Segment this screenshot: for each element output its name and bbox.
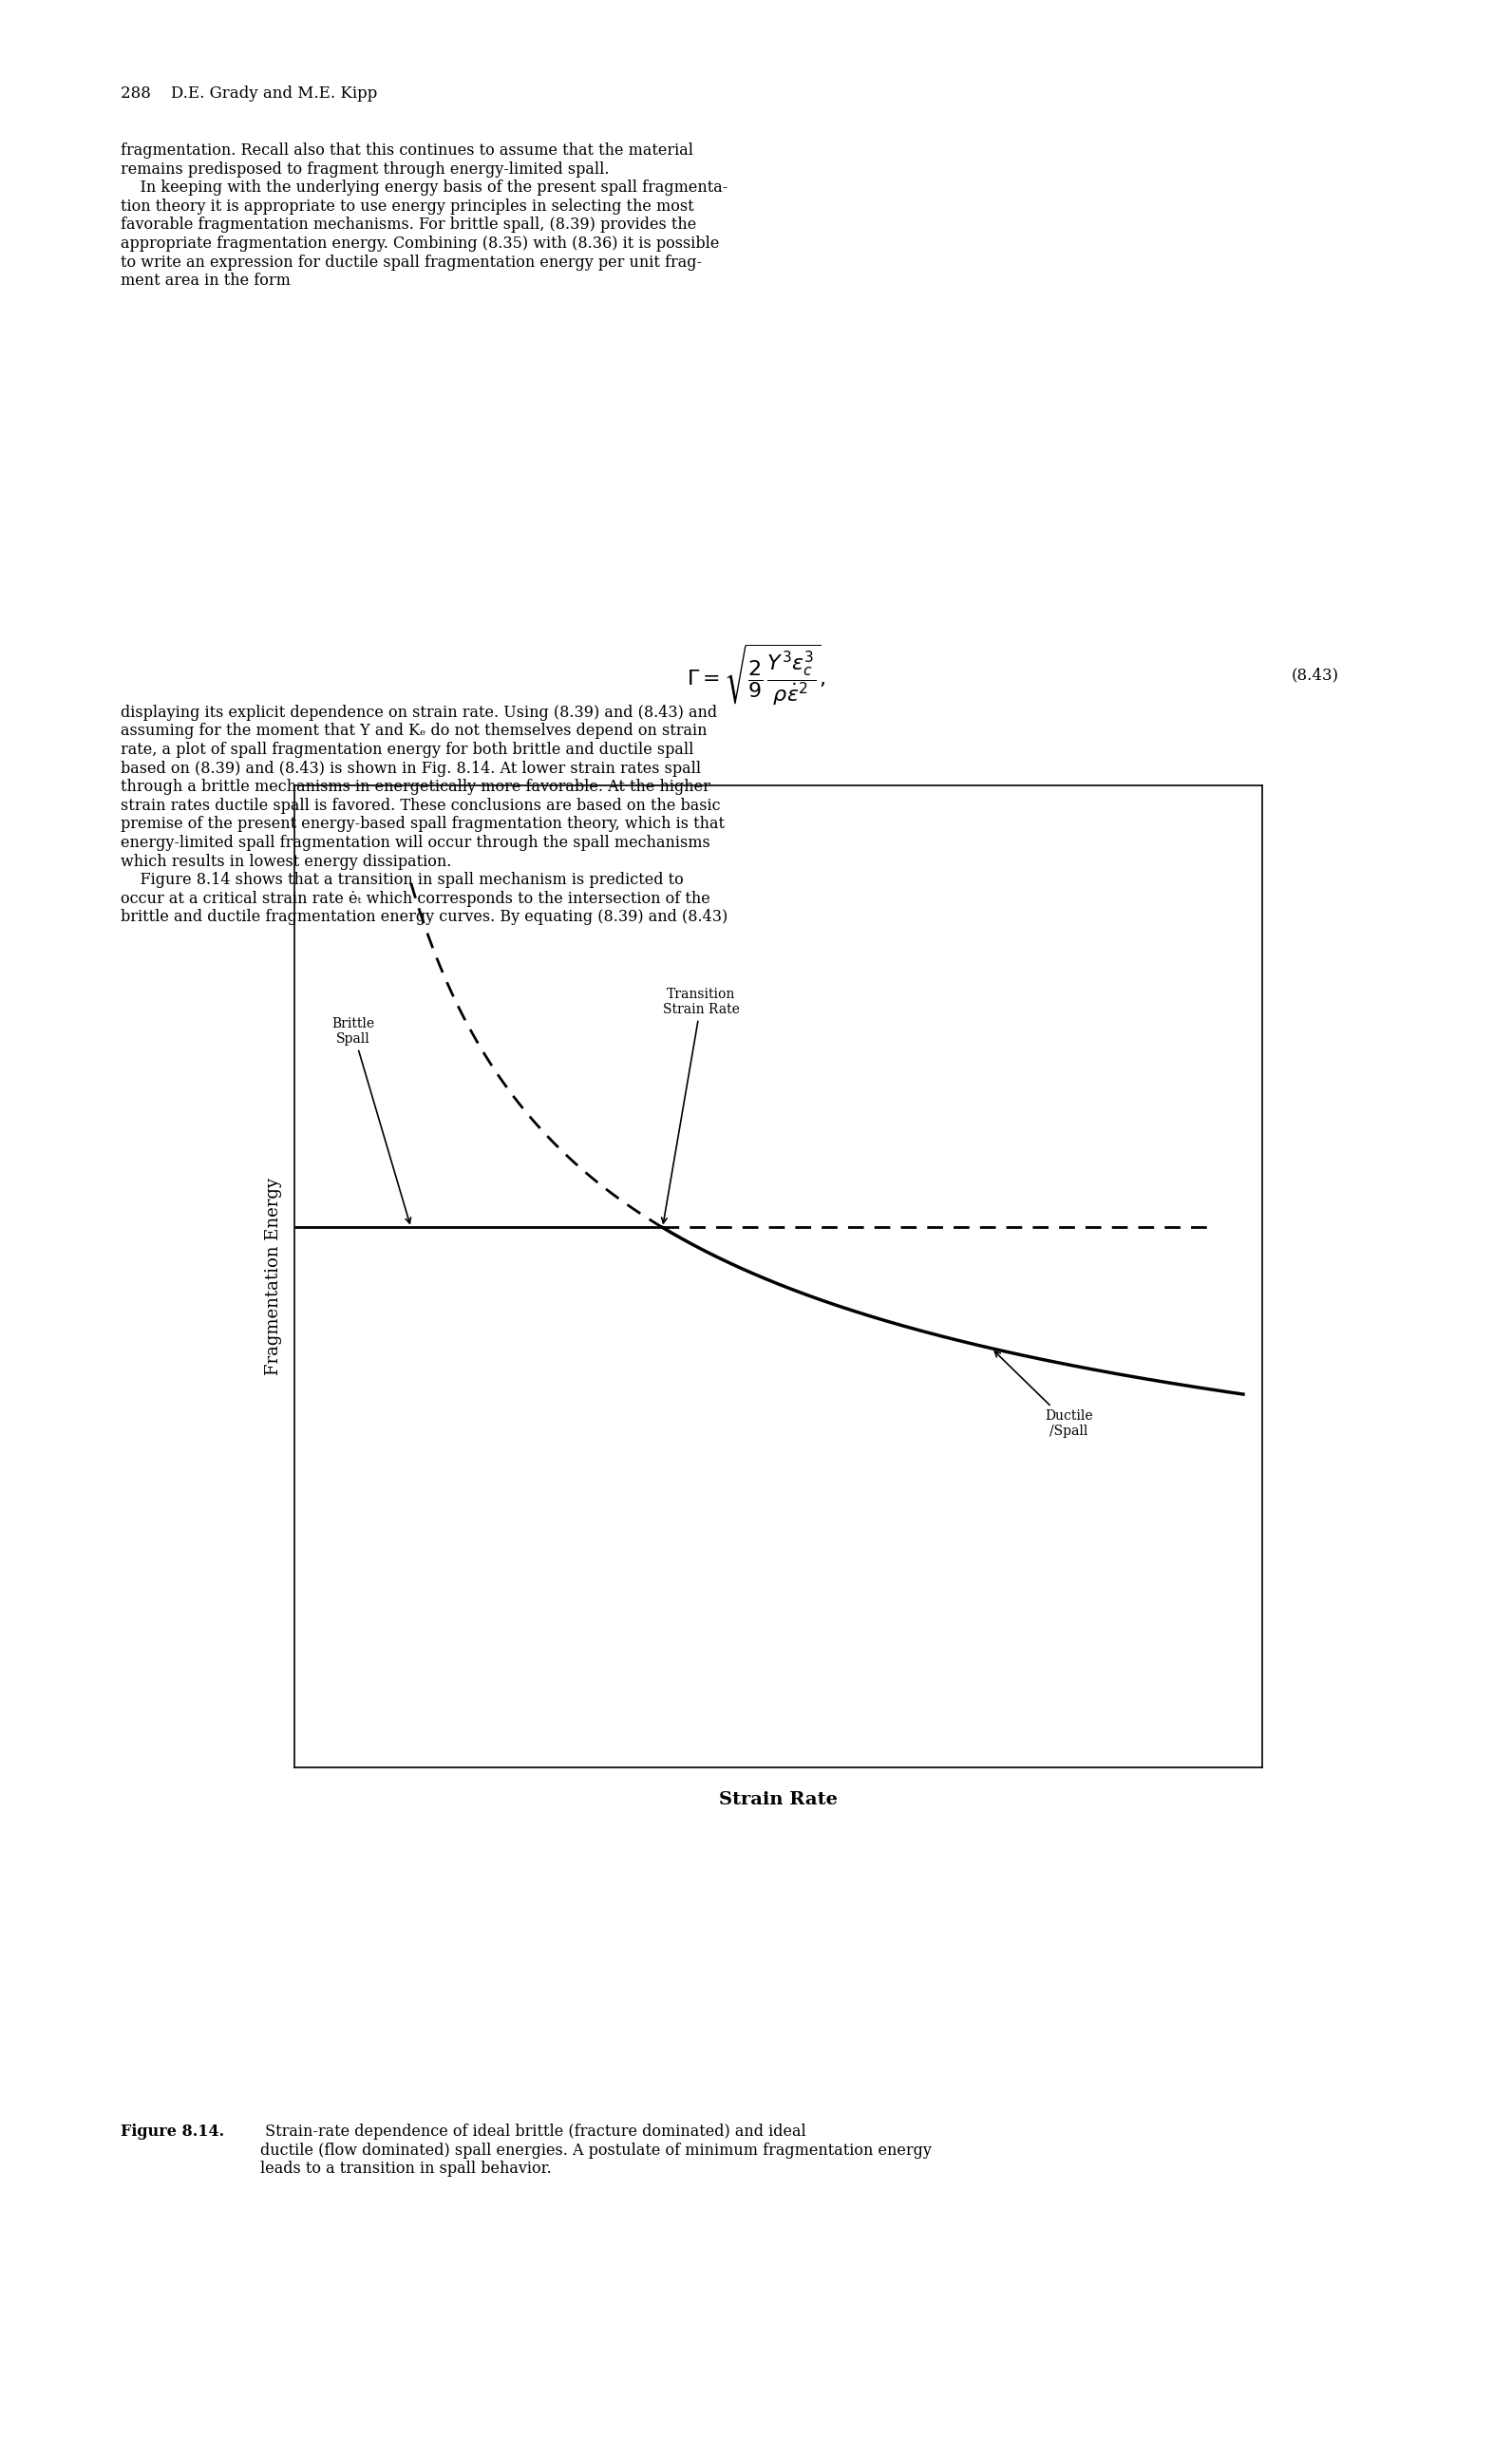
Text: Figure 8.14.: Figure 8.14.	[121, 2124, 225, 2141]
Text: Ductile
/Spall: Ductile /Spall	[995, 1350, 1093, 1439]
Text: Brittle
Spall: Brittle Spall	[331, 1016, 411, 1223]
Text: $\Gamma = \sqrt{\dfrac{2}{9}\,\dfrac{Y^3\varepsilon_c^3}{\rho\dot{\varepsilon}^2: $\Gamma = \sqrt{\dfrac{2}{9}\,\dfrac{Y^3…	[686, 643, 826, 707]
Y-axis label: Fragmentation Energy: Fragmentation Energy	[265, 1178, 281, 1375]
Text: Strain-rate dependence of ideal brittle (fracture dominated) and ideal
ductile (: Strain-rate dependence of ideal brittle …	[260, 2124, 931, 2178]
Text: Transition
Strain Rate: Transition Strain Rate	[662, 987, 739, 1223]
Text: 288    D.E. Grady and M.E. Kipp: 288 D.E. Grady and M.E. Kipp	[121, 86, 378, 103]
Text: Strain Rate: Strain Rate	[720, 1792, 838, 1807]
Text: fragmentation. Recall also that this continues to assume that the material
remai: fragmentation. Recall also that this con…	[121, 142, 729, 290]
Text: (8.43): (8.43)	[1291, 668, 1340, 682]
Text: displaying its explicit dependence on strain rate. Using (8.39) and (8.43) and
a: displaying its explicit dependence on st…	[121, 705, 729, 926]
